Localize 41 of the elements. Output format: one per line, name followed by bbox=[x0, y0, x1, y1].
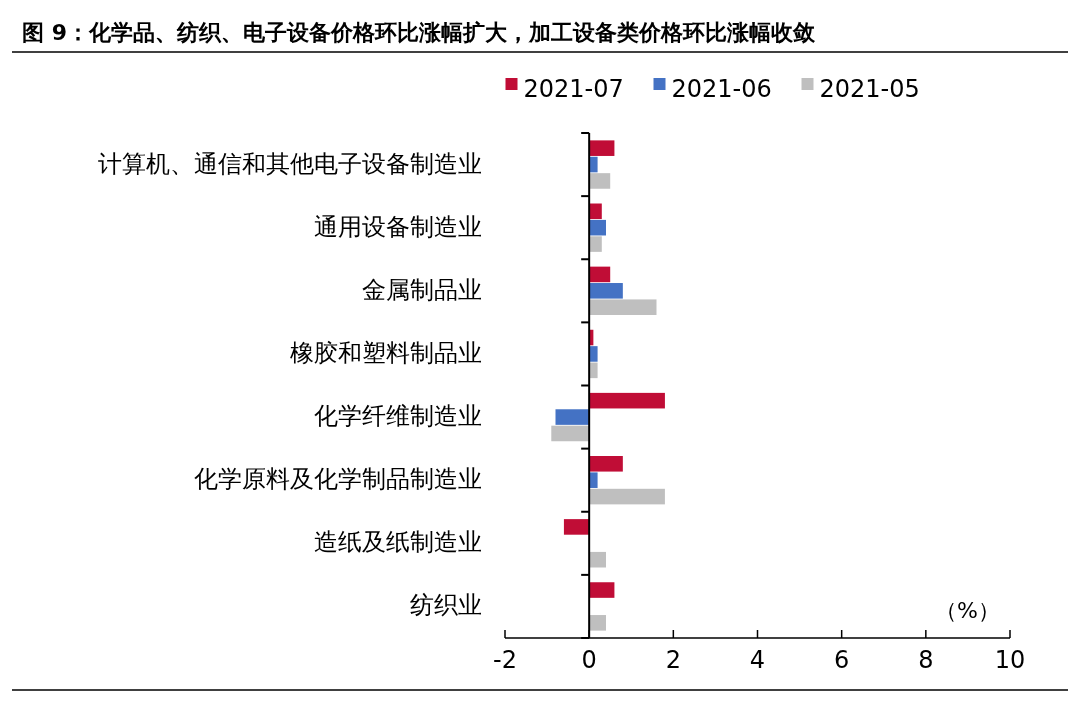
bar bbox=[589, 615, 606, 631]
y-tick-label: 计算机、通信和其他电子设备制造业 bbox=[98, 149, 482, 178]
bar bbox=[589, 140, 615, 156]
legend-label: 2021-07 bbox=[523, 75, 624, 103]
x-axis-title: （%） bbox=[935, 598, 1000, 623]
y-tick-label: 化学纤维制造业 bbox=[314, 402, 482, 431]
x-tick-label: 6 bbox=[834, 646, 850, 674]
legend-label: 2021-05 bbox=[819, 75, 920, 103]
bar bbox=[589, 362, 598, 379]
y-tick-label: 金属制品业 bbox=[362, 275, 482, 304]
bar bbox=[589, 488, 665, 505]
bar bbox=[589, 582, 615, 598]
bar bbox=[589, 203, 602, 220]
x-tick-label: -2 bbox=[493, 646, 517, 674]
chart-title: 图 9：化学品、纺织、电子设备价格环比涨幅扩大，加工设备类价格环比涨幅收敛 bbox=[22, 20, 816, 45]
bar bbox=[589, 346, 598, 362]
bar bbox=[555, 409, 590, 425]
bar bbox=[589, 299, 657, 315]
bar bbox=[589, 551, 606, 568]
y-tick-label: 造纸及纸制造业 bbox=[314, 528, 482, 557]
x-tick-label: 4 bbox=[749, 646, 766, 674]
bar bbox=[589, 456, 623, 472]
bar bbox=[589, 173, 611, 189]
y-tick-label: 纺织业 bbox=[410, 591, 482, 620]
bar bbox=[589, 472, 598, 488]
y-tick-label: 通用设备制造业 bbox=[314, 212, 482, 241]
x-tick-label: 2 bbox=[665, 646, 681, 674]
x-tick-label: 0 bbox=[581, 646, 597, 674]
bar bbox=[589, 266, 611, 283]
bar bbox=[551, 425, 590, 442]
y-tick-label: 橡胶和塑料制品业 bbox=[290, 338, 482, 367]
y-tick-label: 化学原料及化学制品制造业 bbox=[194, 465, 482, 494]
bar bbox=[589, 283, 623, 299]
bar bbox=[589, 392, 665, 409]
bar bbox=[563, 519, 590, 535]
bar bbox=[589, 236, 602, 252]
x-tick-label: 10 bbox=[994, 646, 1026, 674]
bar bbox=[589, 219, 606, 236]
legend-label: 2021-06 bbox=[671, 75, 772, 103]
bar bbox=[589, 156, 598, 173]
x-tick-label: 8 bbox=[918, 646, 934, 674]
